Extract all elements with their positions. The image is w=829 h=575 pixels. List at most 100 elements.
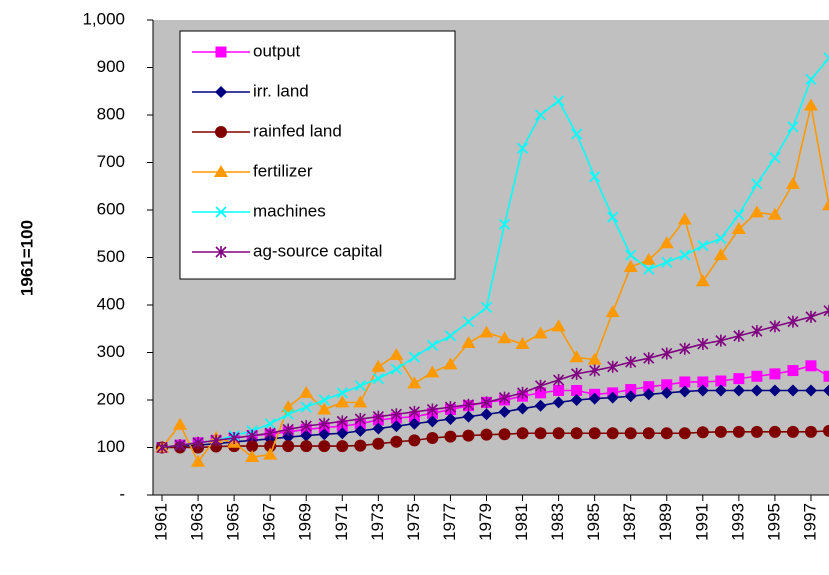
marker: [660, 386, 673, 399]
marker: [354, 380, 366, 392]
x-tick-label: 1997: [800, 503, 819, 541]
marker: [408, 417, 421, 430]
marker: [553, 385, 565, 396]
marker: [641, 252, 656, 265]
x-tick-label: 1961: [151, 503, 170, 541]
marker: [606, 427, 619, 440]
marker: [715, 334, 727, 347]
x-tick-label: 1993: [728, 503, 747, 541]
marker: [300, 401, 312, 413]
marker: [696, 384, 709, 397]
y-tick-label: 1,000: [82, 9, 125, 28]
marker: [498, 391, 511, 404]
marker: [174, 439, 186, 452]
marker: [426, 339, 438, 351]
marker: [480, 408, 493, 421]
marker: [210, 434, 222, 447]
marker: [553, 374, 565, 387]
marker: [750, 384, 763, 397]
marker: [534, 399, 547, 412]
marker: [678, 385, 691, 398]
marker: [479, 325, 494, 338]
marker: [659, 236, 674, 249]
marker: [444, 330, 457, 342]
marker: [462, 410, 475, 423]
y-tick-label: -: [119, 484, 125, 503]
marker: [696, 426, 709, 439]
marker: [785, 176, 800, 189]
legend-label: output: [253, 41, 301, 60]
marker: [281, 400, 296, 413]
marker: [551, 319, 566, 332]
marker: [804, 384, 817, 397]
marker: [589, 171, 601, 183]
x-tick-label: 1975: [404, 503, 423, 541]
marker: [823, 384, 829, 397]
marker: [553, 95, 565, 107]
marker: [353, 395, 368, 408]
marker: [751, 178, 763, 190]
marker: [570, 427, 583, 440]
marker: [336, 415, 348, 428]
marker: [697, 376, 709, 388]
marker: [823, 52, 829, 64]
marker: [390, 408, 402, 421]
marker: [623, 260, 638, 272]
marker: [215, 86, 227, 98]
series-line: [161, 57, 829, 449]
x-tick-label: 1965: [224, 503, 243, 541]
marker: [228, 432, 240, 444]
marker: [462, 429, 475, 442]
marker: [282, 423, 294, 436]
marker: [768, 425, 781, 438]
marker: [497, 331, 512, 344]
marker: [156, 441, 168, 454]
marker: [300, 440, 313, 453]
marker: [625, 356, 637, 368]
marker: [642, 388, 655, 401]
marker: [714, 425, 727, 438]
marker: [390, 363, 402, 375]
marker: [732, 384, 745, 397]
marker: [389, 347, 404, 360]
marker: [805, 73, 817, 85]
series-line: [161, 309, 829, 449]
marker: [715, 375, 727, 387]
marker: [714, 384, 727, 397]
marker: [318, 394, 330, 406]
marker: [697, 337, 709, 350]
marker: [607, 360, 619, 373]
marker: [571, 128, 583, 140]
marker: [498, 405, 511, 418]
marker: [336, 440, 349, 453]
marker: [245, 450, 260, 462]
marker: [570, 394, 583, 406]
marker: [498, 428, 511, 441]
marker: [679, 249, 691, 261]
marker: [823, 370, 829, 382]
marker: [767, 207, 782, 220]
marker: [731, 222, 746, 234]
marker: [407, 376, 422, 389]
x-tick-label: 1967: [260, 503, 279, 541]
marker: [318, 428, 331, 441]
marker: [606, 391, 619, 404]
marker: [661, 256, 673, 268]
marker: [769, 368, 781, 380]
marker: [534, 427, 547, 440]
marker: [660, 427, 673, 440]
marker: [661, 347, 673, 360]
marker: [822, 198, 829, 211]
marker: [535, 109, 547, 121]
x-tick-label: 1985: [584, 503, 603, 541]
marker: [533, 326, 548, 339]
y-tick-label: 200: [97, 389, 125, 408]
marker: [299, 385, 314, 398]
legend-label: irr. land: [253, 81, 309, 100]
marker: [804, 425, 817, 438]
marker: [661, 379, 673, 391]
marker: [607, 211, 619, 223]
x-tick-label: 1995: [764, 503, 783, 541]
marker: [715, 232, 727, 245]
marker: [571, 367, 583, 380]
